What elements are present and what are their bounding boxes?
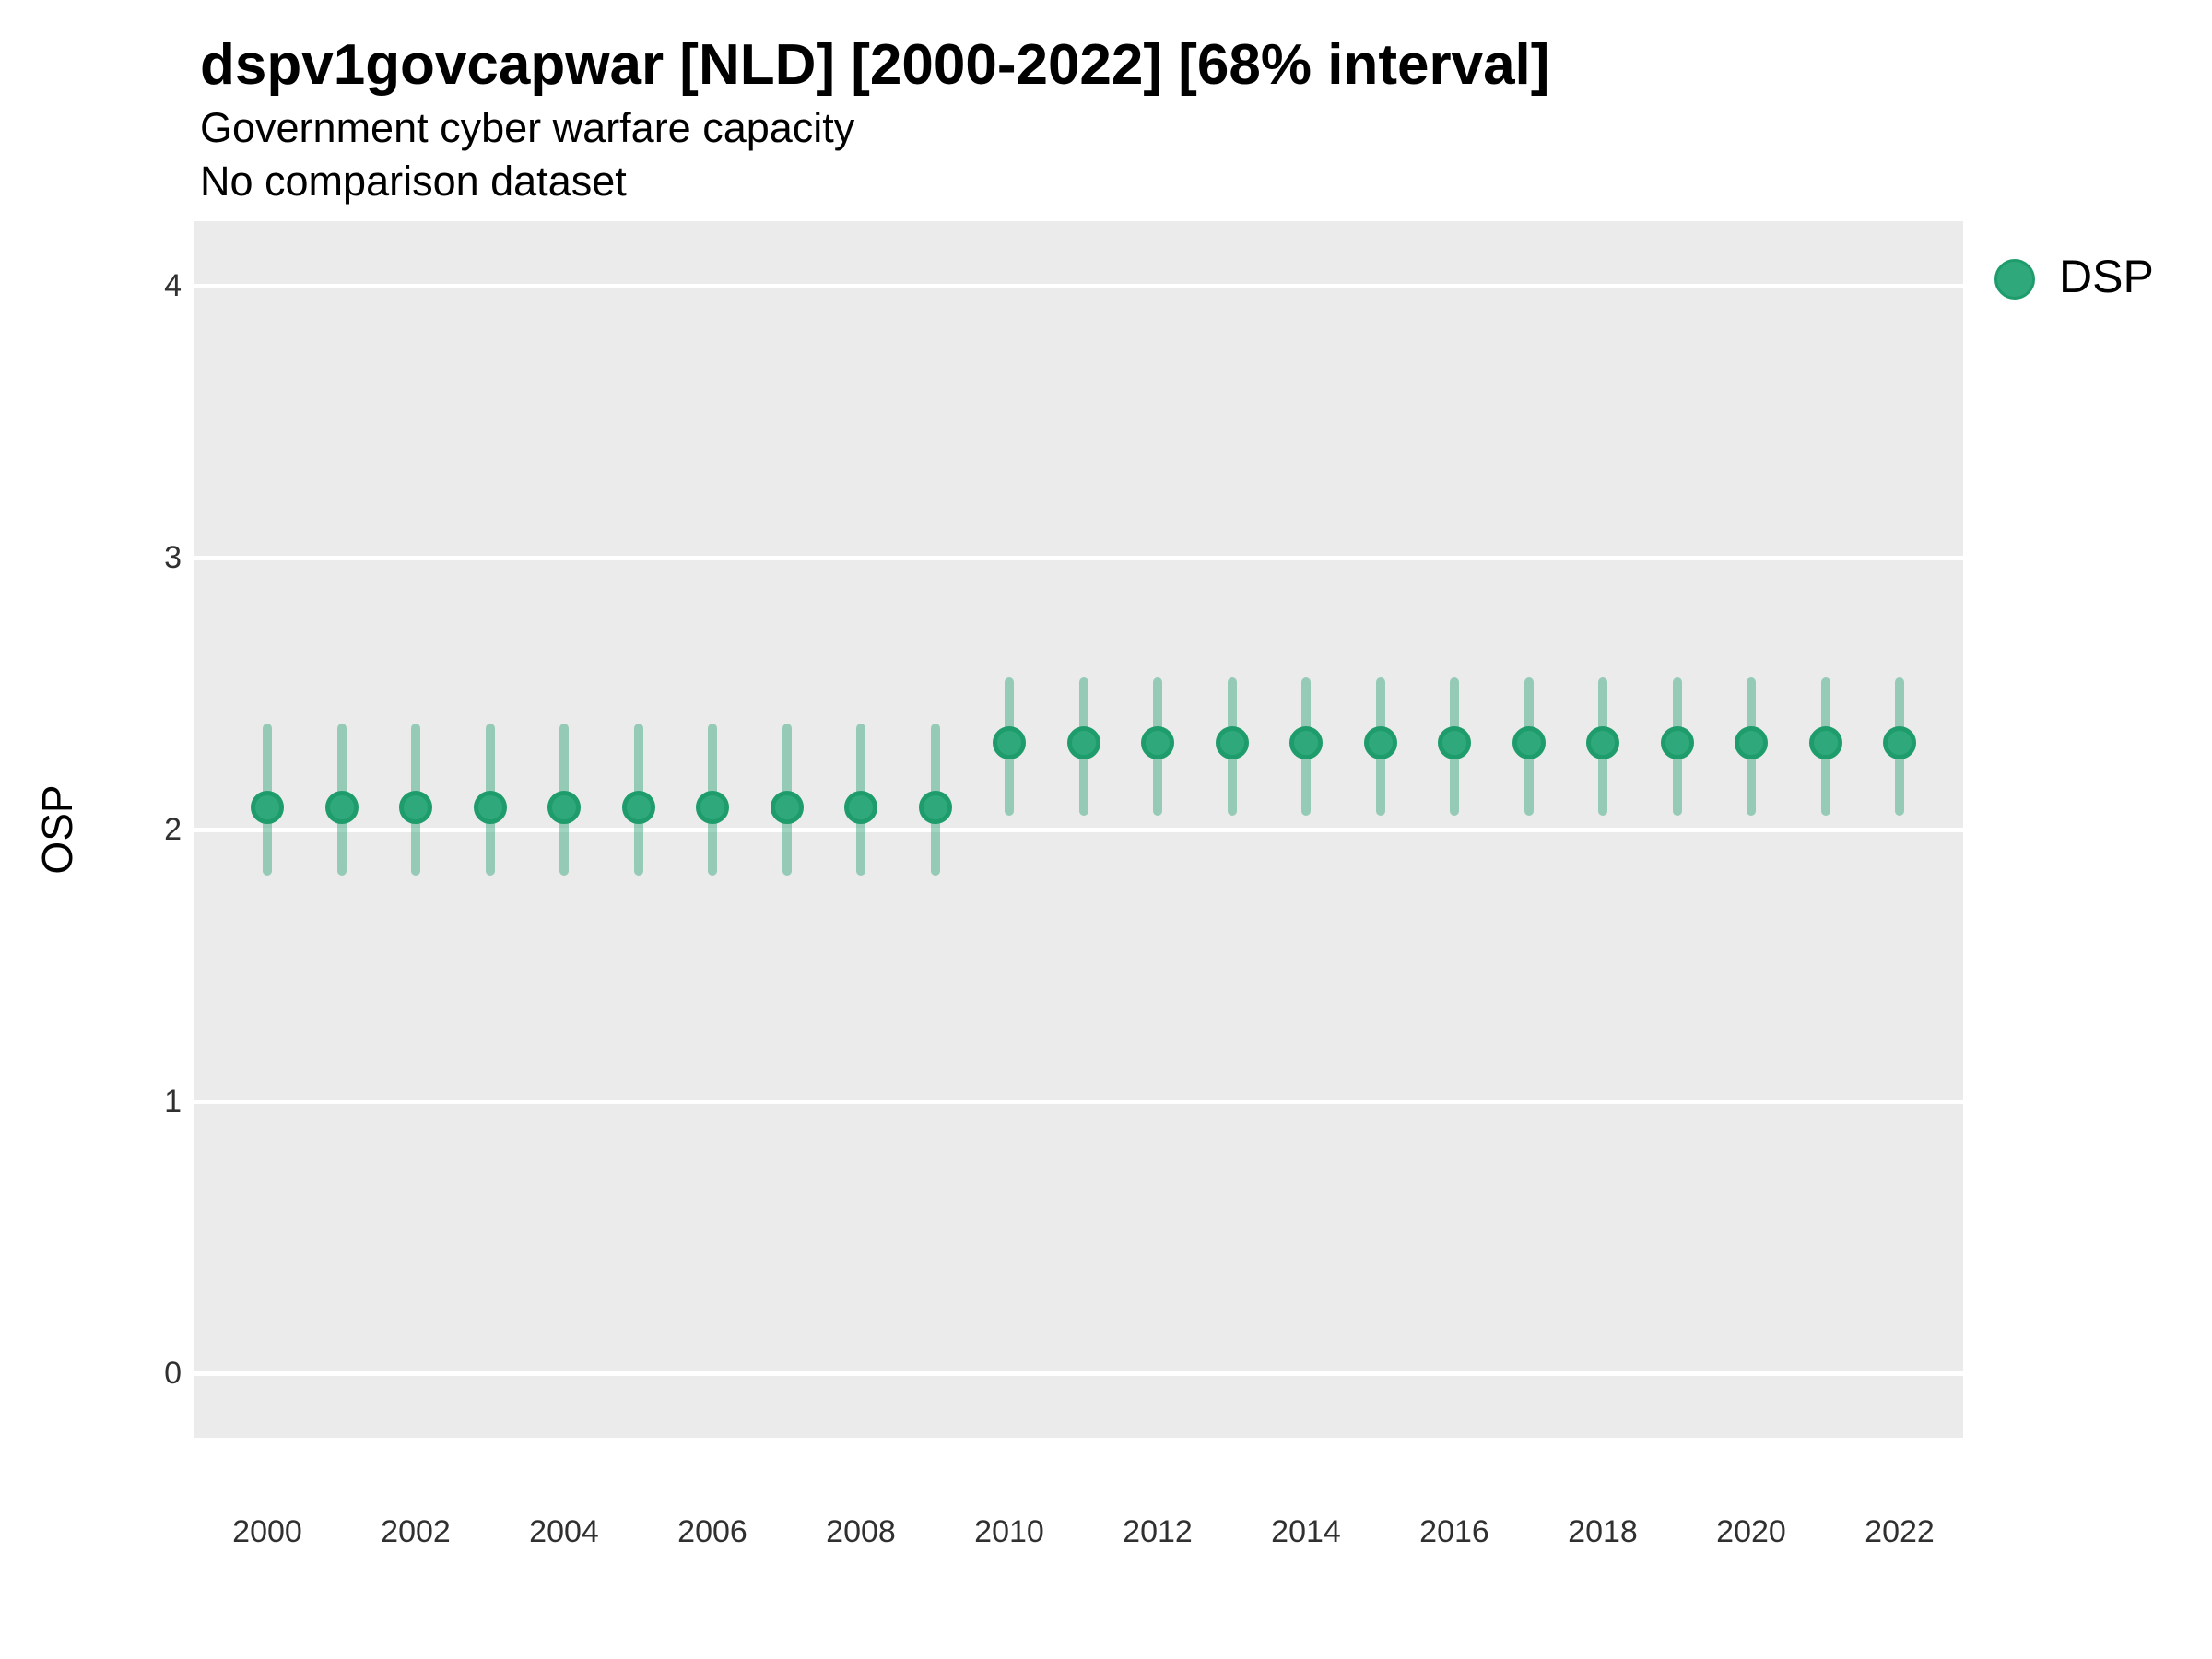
data-point-2018 [1586,725,1619,759]
data-point-2014 [1289,725,1323,759]
data-point-2013 [1215,725,1249,759]
x-tick-label: 2010 [974,1514,1044,1549]
data-point-2005 [621,791,655,825]
data-point-2001 [324,791,359,825]
x-tick-label: 2002 [381,1514,451,1549]
gridline-y-2 [194,827,1963,832]
y-tick-label: 0 [164,1356,182,1391]
legend-label: DSP [2059,251,2154,302]
data-point-2009 [918,791,952,825]
x-tick-label: 2022 [1865,1514,1935,1549]
x-tick-label: 2012 [1123,1514,1193,1549]
gridline-y-0 [194,1371,1963,1376]
gridline-y-4 [194,283,1963,288]
x-tick-label: 2008 [826,1514,896,1549]
data-point-2006 [696,791,729,825]
legend-point-dsp-icon [1994,259,2035,300]
data-point-2017 [1512,725,1546,759]
x-tick-label: 2000 [232,1514,302,1549]
plot-panel [194,221,1963,1438]
y-tick-label: 2 [164,812,182,847]
data-point-2004 [547,791,581,825]
x-tick-label: 2006 [677,1514,747,1549]
data-point-2020 [1735,725,1768,759]
data-point-2019 [1660,725,1694,759]
x-tick-label: 2014 [1271,1514,1341,1549]
gridline-y-1 [194,1099,1963,1104]
gridline-y-3 [194,555,1963,560]
x-tick-label: 2020 [1716,1514,1786,1549]
data-point-2002 [399,791,432,825]
y-tick-label: 4 [164,268,182,303]
comparison-note: No comparison dataset [200,158,627,205]
data-point-2003 [473,791,507,825]
data-point-2008 [844,791,877,825]
y-axis-title: OSP [33,784,81,875]
x-tick-label: 2004 [529,1514,599,1549]
data-point-2012 [1141,725,1174,759]
data-point-2007 [770,791,804,825]
y-tick-label: 3 [164,540,182,575]
data-point-2021 [1808,725,1842,759]
x-tick-label: 2016 [1419,1514,1489,1549]
data-point-2000 [251,791,284,825]
data-point-2022 [1883,725,1916,759]
data-point-2011 [1066,725,1100,759]
data-point-2010 [993,725,1026,759]
chart-title: dspv1govcapwar [NLD] [2000-2022] [68% in… [200,33,1550,97]
data-point-2015 [1363,725,1397,759]
x-tick-label: 2018 [1568,1514,1638,1549]
y-tick-label: 1 [164,1084,182,1119]
chart-subtitle: Government cyber warfare capacity [200,104,855,151]
data-point-2016 [1438,725,1471,759]
